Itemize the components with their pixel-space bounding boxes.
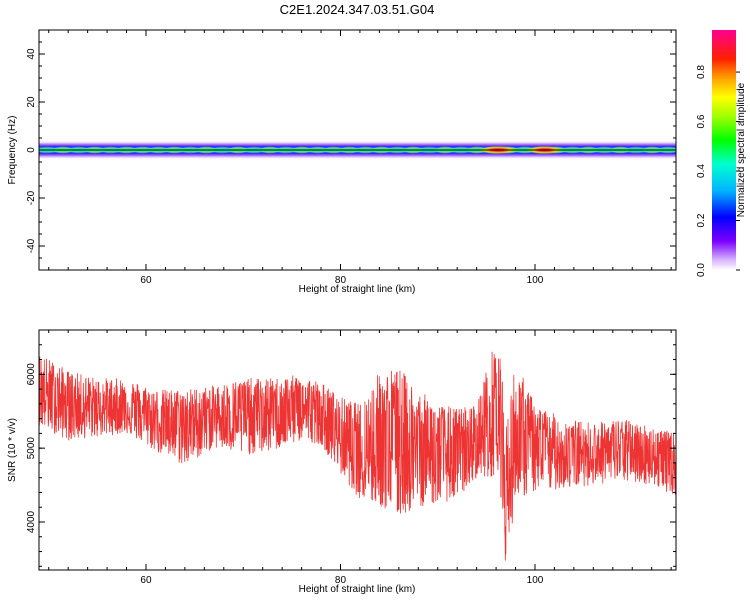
snr-series-line [39, 351, 676, 561]
spectrogram-y-tick-label: -20 [26, 190, 37, 205]
spectrogram-y-tick-label: 0 [26, 147, 37, 153]
snr-x-tick-label: 80 [335, 575, 347, 586]
colorbar: 0.0 0.2 0.4 0.6 0.8 Normalized spectral ampl… [696, 30, 747, 277]
snr-x-axis-label: Height of straight line (km) [299, 584, 416, 595]
spectrogram-y-tick-label: 20 [26, 96, 37, 108]
snr-y-tick-label: 5000 [26, 437, 37, 460]
spectrogram-x-tick-label: 80 [335, 275, 347, 286]
snr-panel: 60 80 100 4000 5000 6000 Height of straight l… [7, 329, 677, 595]
figure-title: C2E1.2024.347.03.51.G04 [280, 2, 435, 17]
snr-y-tick-label: 6000 [26, 363, 37, 386]
colorbar-tick-label: 0.6 [696, 114, 707, 128]
colorbar-tick-label: 0.8 [696, 65, 707, 79]
spectrogram-frame [38, 29, 677, 271]
colorbar-tick-label: 0.4 [696, 164, 707, 178]
spectrogram-y-tick-label: -40 [26, 238, 37, 253]
snr-y-axis-label: SNR (10 * v/v) [7, 418, 18, 482]
spectrogram-panel: 60 80 100 -40 -20 0 20 40 Height of straight li… [7, 29, 677, 295]
spectrogram-x-tick-label: 60 [140, 275, 152, 286]
spectrogram-y-axis-label: Frequency (Hz) [7, 116, 18, 185]
colorbar-gradient [712, 30, 736, 270]
snr-frame [38, 329, 677, 571]
spectrogram-x-tick-label: 100 [527, 275, 544, 286]
spectrogram-x-axis-label: Height of straight line (km) [299, 284, 416, 295]
spectrogram-y-tick-label: 40 [26, 48, 37, 60]
snr-y-tick-label: 4000 [26, 510, 37, 533]
colorbar-tick-label: 0.0 [696, 263, 707, 277]
snr-x-tick-label: 100 [527, 575, 544, 586]
colorbar-tick-label: 0.2 [696, 213, 707, 227]
colorbar-label: Normalized spectral amplitude [736, 82, 747, 217]
snr-x-tick-label: 60 [140, 575, 152, 586]
